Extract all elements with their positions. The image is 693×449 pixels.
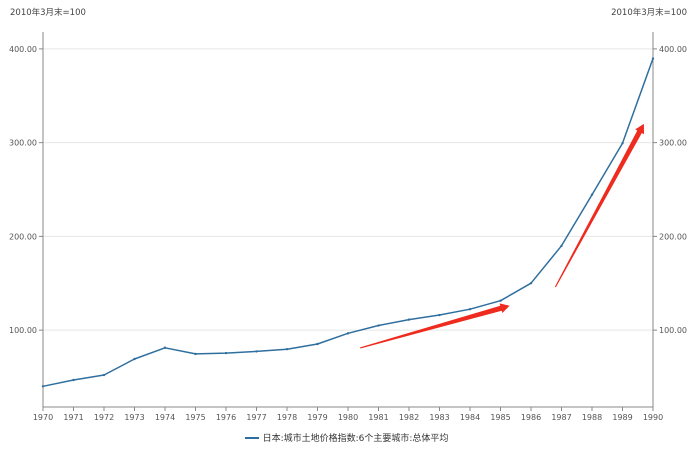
- x-tick-label: 1982: [399, 413, 419, 422]
- series-layer: [41, 57, 655, 388]
- y-tick-label-left: 100.00: [9, 326, 37, 335]
- y-tick-label-right: 300.00: [659, 139, 687, 148]
- y-tick-label-left: 200.00: [9, 232, 37, 241]
- x-tick-label: 1976: [216, 413, 236, 422]
- x-tick-label: 1970: [33, 413, 53, 422]
- data-point: [651, 57, 655, 60]
- y-tick-label-left: 300.00: [9, 139, 37, 148]
- x-tick-label: 1977: [246, 413, 266, 422]
- x-tick-label: 1988: [582, 413, 602, 422]
- data-point: [163, 346, 167, 349]
- y-axis-unit-right: 2010年3月末=100: [611, 8, 687, 18]
- data-point: [102, 373, 106, 377]
- y-axis-unit-left: 2010年3月末=100: [10, 8, 86, 18]
- axes: 100.00 100.00 200.00 200.00 300.00 300.00 400.…: [9, 32, 687, 422]
- x-tick-label: 1985: [490, 413, 510, 422]
- data-point: [194, 352, 197, 356]
- data-point: [346, 332, 350, 335]
- y-tick-label-right: 400.00: [659, 45, 687, 54]
- x-tick-label: 1980: [338, 413, 358, 422]
- x-tick-label: 1981: [368, 413, 388, 422]
- legend-swatch: [244, 436, 259, 439]
- legend-label: 日本:城市土地价格指数:6个主要城市:总体平均: [262, 434, 449, 444]
- data-point: [377, 324, 380, 327]
- x-tick-label: 1979: [307, 413, 327, 422]
- y-tick-label-right: 200.00: [659, 232, 687, 241]
- arrow-annotation: [360, 303, 510, 349]
- data-point: [468, 308, 472, 311]
- data-point: [133, 357, 136, 361]
- data-point: [285, 347, 289, 351]
- legend[interactable]: 日本:城市土地价格指数:6个主要城市:总体平均: [0, 431, 693, 444]
- data-point: [41, 385, 45, 388]
- data-point: [224, 351, 228, 355]
- x-tick-label: 1972: [94, 413, 114, 422]
- data-point: [590, 193, 594, 196]
- data-point: [316, 342, 319, 346]
- x-tick-label: 1989: [612, 413, 632, 422]
- series-line: [42, 58, 654, 388]
- x-tick-label: 1983: [429, 413, 449, 422]
- y-tick-label-left: 400.00: [9, 45, 37, 54]
- data-point: [499, 299, 502, 302]
- x-tick-label: 1987: [551, 413, 571, 422]
- annotation-layer: [360, 123, 644, 349]
- y-tick-label-right: 100.00: [659, 326, 687, 335]
- data-point: [621, 141, 624, 145]
- x-tick-label: 1978: [277, 413, 297, 422]
- data-point: [438, 313, 441, 317]
- grid-lines: [43, 48, 653, 331]
- x-tick-label: 1986: [521, 413, 541, 422]
- x-tick-label: 1984: [460, 413, 480, 422]
- data-point: [529, 281, 533, 285]
- arrow-annotation: [554, 123, 644, 288]
- x-tick-label: 1990: [643, 413, 663, 422]
- data-point: [255, 350, 258, 353]
- x-tick-label: 1971: [63, 413, 83, 422]
- data-point: [407, 318, 411, 321]
- data-point: [560, 244, 563, 248]
- x-tick-label: 1975: [185, 413, 205, 422]
- x-tick-label: 1973: [124, 413, 144, 422]
- x-tick-label: 1974: [155, 413, 175, 422]
- data-point: [72, 378, 75, 382]
